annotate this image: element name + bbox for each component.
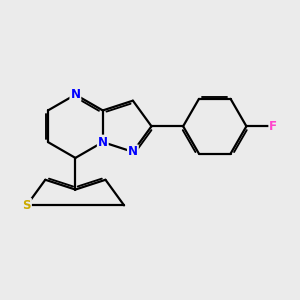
Text: N: N [70, 88, 80, 101]
Text: F: F [269, 120, 277, 133]
Text: N: N [98, 136, 108, 148]
Text: S: S [22, 199, 31, 212]
Text: N: N [128, 146, 138, 158]
